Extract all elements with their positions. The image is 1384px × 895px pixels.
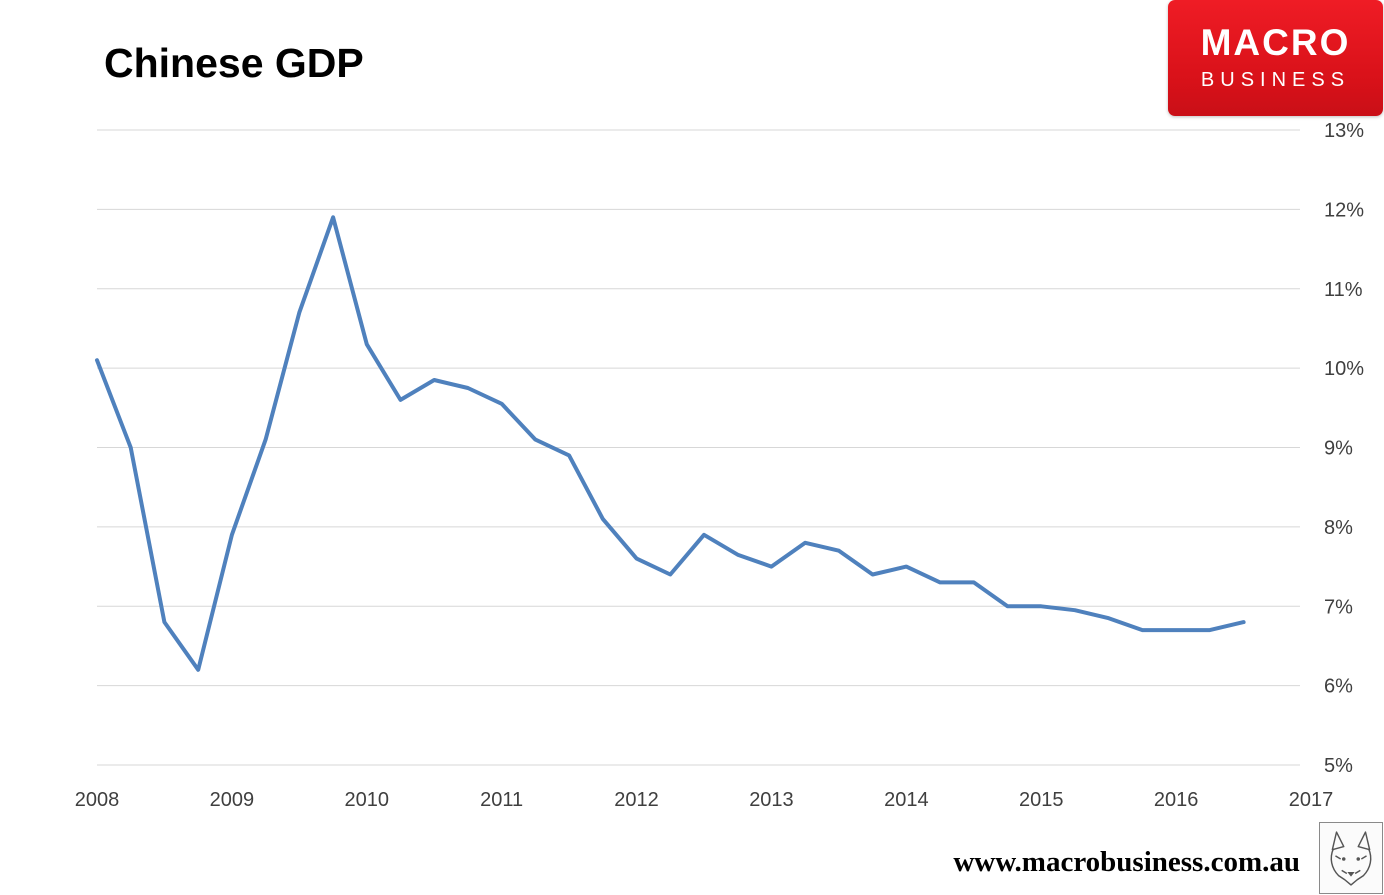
gdp-line-chart: 13% 12% 11% 10% 9% 8% 7% 6% 5% 2008 2009 2010 2011 20…	[75, 120, 1364, 811]
logo-text-macro: MACRO	[1200, 22, 1351, 64]
svg-text:2014: 2014	[884, 789, 929, 811]
svg-text:12%: 12%	[1324, 199, 1364, 221]
fox-logo-image	[1319, 822, 1383, 894]
svg-text:2013: 2013	[749, 789, 794, 811]
svg-text:2008: 2008	[75, 789, 120, 811]
fox-icon	[1330, 831, 1372, 886]
svg-text:10%: 10%	[1324, 358, 1364, 380]
svg-text:2015: 2015	[1019, 789, 1064, 811]
logo-text-business: BUSINESS	[1200, 68, 1351, 91]
svg-text:2010: 2010	[345, 789, 390, 811]
page-title: Chinese GDP	[104, 40, 364, 86]
svg-text:2012: 2012	[614, 789, 659, 811]
svg-text:2011: 2011	[480, 789, 523, 811]
svg-text:2016: 2016	[1154, 789, 1199, 811]
watermark-url: www.macrobusiness.com.au	[953, 846, 1300, 878]
svg-text:8%: 8%	[1324, 517, 1353, 539]
macrobusiness-logo: MACRO BUSINESS	[1168, 0, 1383, 116]
svg-text:9%: 9%	[1324, 438, 1353, 460]
svg-text:13%: 13%	[1324, 120, 1364, 142]
svg-text:5%: 5%	[1324, 755, 1353, 777]
svg-text:2009: 2009	[210, 789, 255, 811]
svg-text:6%: 6%	[1324, 676, 1353, 698]
svg-text:11%: 11%	[1324, 279, 1363, 301]
svg-text:7%: 7%	[1324, 596, 1353, 618]
svg-text:2017: 2017	[1289, 789, 1334, 811]
